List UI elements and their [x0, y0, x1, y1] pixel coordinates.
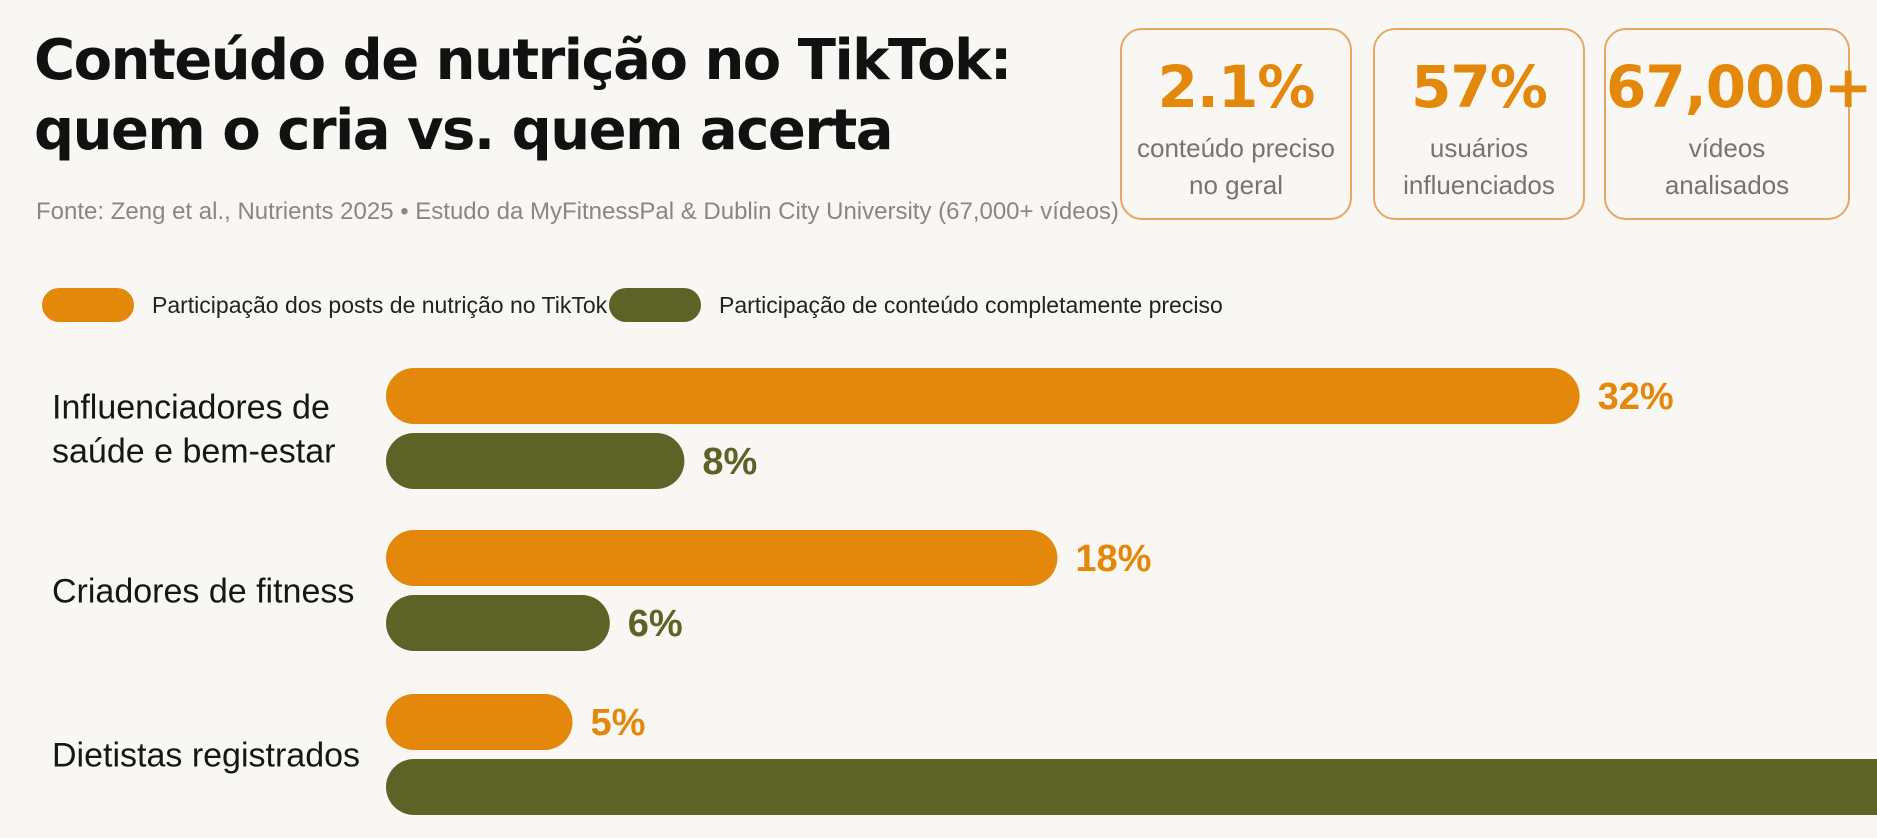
- bar-nutrition-posts: [386, 368, 1580, 424]
- legend-item-accurate-content: Participação de conteúdo completamente p…: [609, 287, 1223, 323]
- title-line-2: quem o cria vs. quem acerta: [34, 98, 894, 163]
- title-line-1: Conteúdo de nutrição no TikTok:: [34, 28, 1012, 93]
- stat-label-line-1: conteúdo preciso: [1136, 133, 1336, 163]
- legend-item-nutrition-posts: Participação dos posts de nutrição no Ti…: [42, 287, 607, 323]
- bar-value-label: 6%: [628, 603, 683, 645]
- bar-value-label: 5%: [591, 702, 646, 744]
- bar-accurate-content: [386, 595, 610, 651]
- stat-label: vídeos analisados: [1606, 130, 1848, 204]
- legend-swatch-olive: [609, 288, 701, 322]
- stat-label-line-1: usuários: [1429, 133, 1529, 163]
- stat-label: usuários influenciados: [1375, 130, 1583, 204]
- stat-card-videos: 67,000+ vídeos analisados: [1604, 28, 1872, 220]
- legend-label: Participação dos posts de nutrição no Ti…: [152, 291, 608, 318]
- category-label: Criadores de fitness: [52, 573, 354, 611]
- bar-nutrition-posts: [386, 530, 1058, 586]
- stat-card-influenced: 57% usuários influenciados: [1373, 28, 1585, 220]
- bar-value-label: 8%: [702, 441, 757, 483]
- stat-label-line-1: vídeos: [1688, 133, 1766, 163]
- bar-accurate-content: [386, 433, 685, 489]
- stat-card-accuracy: 2.1% conteúdo preciso no geral: [1120, 28, 1352, 220]
- category-label: Dietistas registrados: [52, 737, 360, 775]
- legend-label: Participação de conteúdo completamente p…: [719, 291, 1223, 318]
- bar-value-label: 18%: [1075, 538, 1151, 580]
- category-label: saúde e bem-estar: [52, 433, 336, 471]
- page-title: Conteúdo de nutrição no TikTok: quem o c…: [34, 26, 1012, 166]
- stat-label-line-2: influenciados: [1403, 170, 1555, 200]
- bar-value-label: 32%: [1598, 376, 1674, 418]
- stat-label: conteúdo preciso no geral: [1122, 130, 1350, 204]
- stat-value: 2.1%: [1157, 53, 1316, 121]
- stat-label-line-2: no geral: [1189, 170, 1283, 200]
- bar-accurate-content: [386, 759, 1877, 815]
- legend-swatch-orange: [42, 288, 134, 322]
- source-note: Fonte: Zeng et al., Nutrients 2025 • Est…: [36, 198, 1119, 225]
- stat-value: 57%: [1411, 53, 1548, 121]
- category-label: Influenciadores de: [52, 389, 330, 427]
- bar-nutrition-posts: [386, 694, 573, 750]
- stat-label-line-2: analisados: [1664, 170, 1790, 200]
- stat-value: 67,000+: [1606, 53, 1872, 121]
